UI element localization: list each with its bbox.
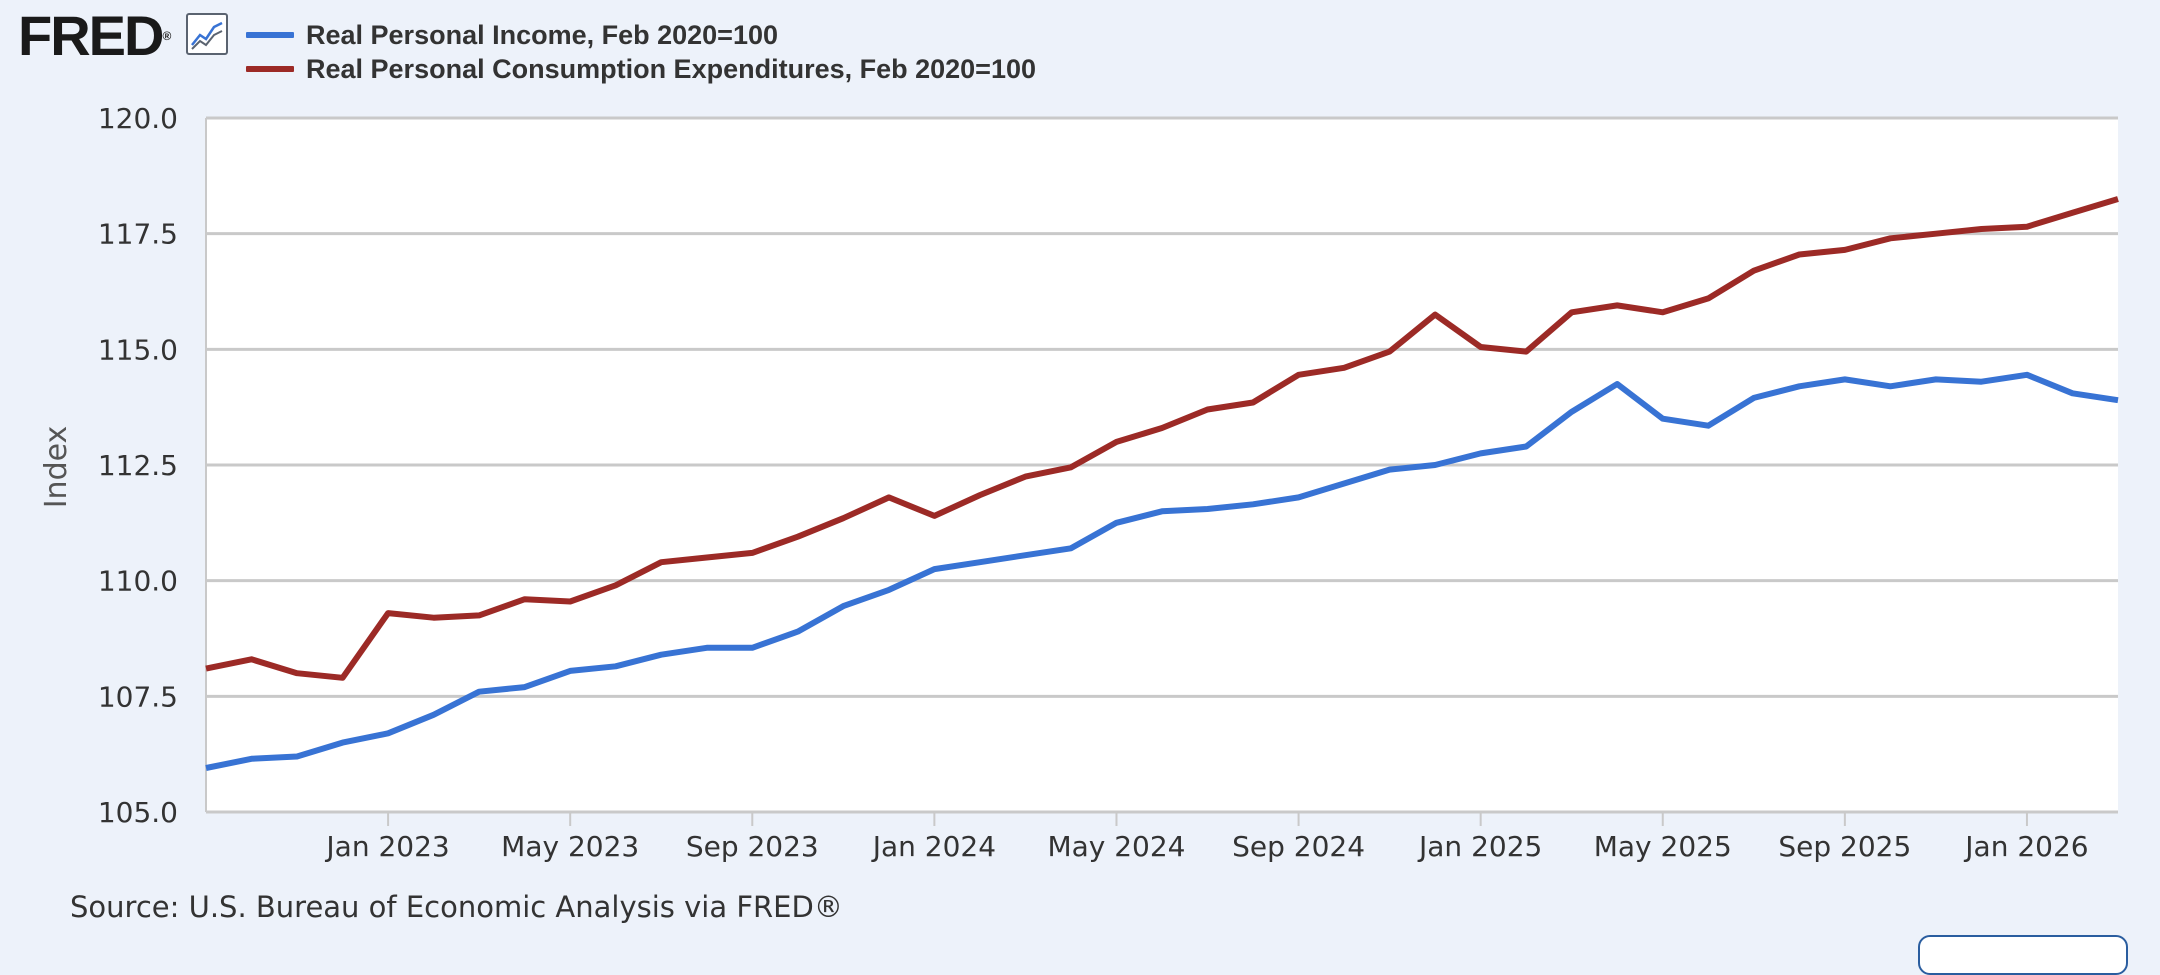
x-tick-label: Jan 2026 <box>1963 830 2088 863</box>
x-tick-label: May 2023 <box>501 830 639 863</box>
legend-item-income[interactable]: Real Personal Income, Feb 2020=100 <box>246 18 1036 52</box>
series-line-pce[interactable] <box>205 196 2119 681</box>
x-tick-label: May 2025 <box>1594 830 1732 863</box>
x-tick-label: May 2024 <box>1047 830 1185 863</box>
legend-label-pce: Real Personal Consumption Expenditures, … <box>306 53 1036 84</box>
y-tick-label: 120.0 <box>98 102 178 135</box>
y-axis-label: Index <box>39 426 74 509</box>
y-tick-label: 105.0 <box>98 796 178 829</box>
y-tick-label: 110.0 <box>98 565 178 598</box>
legend-item-pce[interactable]: Real Personal Consumption Expenditures, … <box>246 52 1036 86</box>
x-tick-label: Jan 2024 <box>871 830 996 863</box>
source-note: Source: U.S. Bureau of Economic Analysis… <box>70 890 843 924</box>
chart-legend: Real Personal Income, Feb 2020=100 Real … <box>246 18 1036 86</box>
y-tick-label: 112.5 <box>98 449 178 482</box>
x-tick-label: Jan 2025 <box>1417 830 1542 863</box>
y-tick-label: 117.5 <box>98 218 178 251</box>
y-tick-label: 115.0 <box>98 333 178 366</box>
line-chart: 105.0 107.5 110.0 112.5 115.0 117.5 120.0 Jan … <box>39 102 2119 863</box>
x-tick-label: Jan 2023 <box>324 830 449 863</box>
legend-label-income: Real Personal Income, Feb 2020=100 <box>306 19 778 50</box>
registered-mark: ® <box>162 29 171 43</box>
fred-logo[interactable]: FRED® <box>18 8 171 64</box>
x-tick-label: Sep 2025 <box>1778 830 1911 863</box>
legend-swatch-income <box>246 32 294 38</box>
line-graph-icon <box>186 13 228 55</box>
x-tick-label: Sep 2024 <box>1232 830 1365 863</box>
fred-logo-text: FRED <box>18 4 164 67</box>
y-tick-label: 107.5 <box>98 680 178 713</box>
x-tick-label: Sep 2023 <box>686 830 819 863</box>
series-line-income[interactable] <box>205 371 2119 771</box>
edit-graph-button[interactable] <box>1918 935 2128 975</box>
legend-swatch-pce <box>246 66 294 72</box>
